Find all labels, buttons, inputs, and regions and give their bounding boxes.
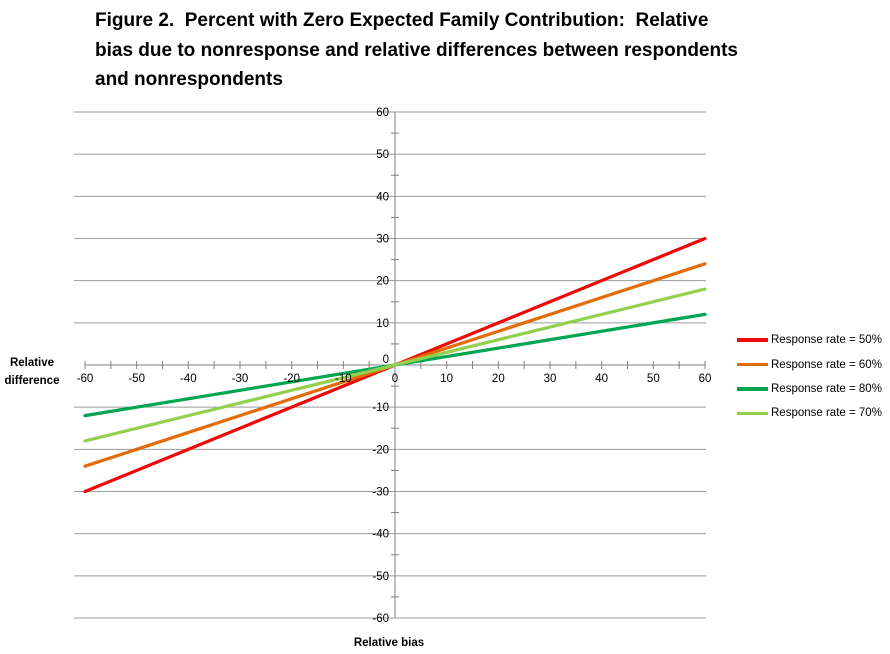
x-tick-label--40: -40 <box>180 373 197 385</box>
legend-item-3: Response rate = 70% <box>737 401 889 425</box>
x-tick-label--20: -20 <box>283 373 300 385</box>
y-axis-title: Relative difference <box>1 355 63 390</box>
y-axis-title-line-2: difference <box>4 374 60 387</box>
y-tick-label--10: -10 <box>372 402 389 414</box>
x-tick-label-40: 40 <box>595 373 608 385</box>
x-tick-label-30: 30 <box>544 373 557 385</box>
legend-label: Response rate = 70% <box>771 407 882 420</box>
y-tick-label-40: 40 <box>376 191 389 203</box>
x-tick-label--30: -30 <box>232 373 249 385</box>
legend-label: Response rate = 50% <box>771 334 882 347</box>
y-tick-label--50: -50 <box>372 571 389 583</box>
legend: Response rate = 50% Response rate = 60% Re… <box>737 328 889 426</box>
x-tick-label-60: 60 <box>699 373 712 385</box>
y-tick-label--30: -30 <box>372 487 389 499</box>
y-axis-title-line-1: Relative <box>9 357 55 369</box>
chart-title-line-3: and nonrespondents <box>95 69 283 90</box>
chart-title-line-1: Figure 2. Percent with Zero Expected Fam… <box>95 10 709 31</box>
legend-item-0: Response rate = 50% <box>737 328 889 352</box>
y-tick-label--40: -40 <box>372 529 389 541</box>
x-tick-label-10: 10 <box>440 373 453 385</box>
x-axis-title: Relative bias <box>353 637 425 649</box>
legend-item-2: Response rate = 80% <box>737 377 889 401</box>
x-tick-label-50: 50 <box>647 373 660 385</box>
x-tick-label--10: -10 <box>335 373 352 385</box>
y-tick-label--20: -20 <box>372 444 389 456</box>
chart-title: Figure 2. Percent with Zero Expected Fam… <box>95 6 835 95</box>
series-line-3 <box>83 287 707 443</box>
x-tick-label-0: 0 <box>392 373 398 385</box>
legend-swatch-icon <box>737 338 768 342</box>
legend-item-1: Response rate = 60% <box>737 352 889 376</box>
x-tick-label--60: -60 <box>77 373 94 385</box>
y-tick-label-50: 50 <box>376 149 389 161</box>
legend-label: Response rate = 60% <box>771 358 882 371</box>
y-tick-label-0: 0 <box>383 354 389 366</box>
y-tick-label-30: 30 <box>376 234 389 246</box>
y-tick-label-20: 20 <box>376 276 389 288</box>
y-tick-label-60: 60 <box>376 107 389 119</box>
legend-swatch-icon <box>737 387 768 391</box>
legend-swatch-icon <box>737 362 768 367</box>
legend-swatch-icon <box>737 411 768 416</box>
x-tick-label-20: 20 <box>492 373 505 385</box>
chart-title-line-2: bias due to nonresponse and relative dif… <box>95 39 738 61</box>
y-tick-label--60: -60 <box>372 613 389 625</box>
y-tick-label-10: 10 <box>376 318 389 330</box>
x-tick-label--50: -50 <box>128 373 145 385</box>
legend-label: Response rate = 80% <box>771 382 882 395</box>
